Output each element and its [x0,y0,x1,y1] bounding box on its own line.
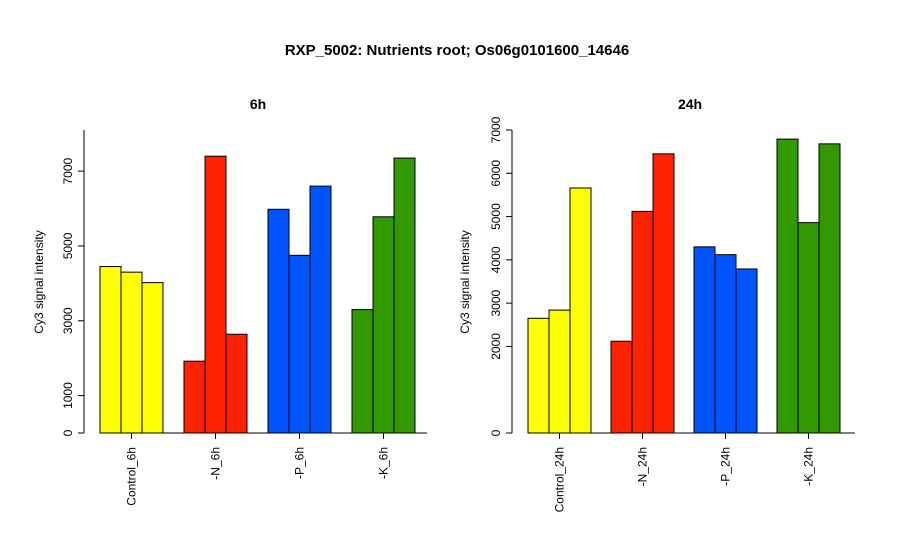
bar [372,216,395,434]
bars [527,138,841,434]
bar [631,210,654,434]
y-axis: 0 1000 3000 5000 7000 [61,130,85,436]
bar [204,155,227,434]
y-axis-label: Cy3 signal intensity [32,230,46,333]
bar [141,282,164,434]
bar [527,317,550,434]
bar [267,208,290,434]
x-tick-label: -K_6h [377,447,391,479]
bar [797,222,820,434]
y-tick-label: 7000 [489,116,503,143]
bar [714,254,737,434]
y-tick-label: 0 [61,429,75,436]
bar [818,143,841,434]
y-axis: 0 2000 3000 4000 5000 6000 7000 [489,116,513,436]
bar [652,153,675,434]
y-axis-label: Cy3 signal intensity [458,230,472,333]
bar [99,266,122,434]
bar [288,254,311,434]
y-tick-label: 2000 [489,333,503,360]
bar [693,246,716,434]
bar [569,187,592,434]
panel-title: 24h [678,96,702,112]
bar [120,271,143,434]
bar [548,309,571,434]
bar [776,138,799,434]
bar [351,309,374,434]
x-tick-label: -N_6h [209,447,223,480]
x-tick-label: Control_6h [125,447,139,506]
x-tick-label: -K_24h [802,447,816,486]
y-tick-label: 7000 [61,157,75,184]
x-axis: Control_24h -N_24h -P_24h -K_24h [528,432,855,512]
x-tick-label: -P_6h [293,447,307,479]
y-tick-label: 5000 [489,203,503,230]
panel-title: 6h [250,96,266,112]
bar [183,360,206,434]
chart-panel-24h: 24h Cy3 signal intensity 0 2000 3000 4000 50… [458,96,855,512]
y-tick-label: 6000 [489,160,503,187]
y-tick-label: 4000 [489,246,503,273]
y-tick-label: 3000 [61,307,75,334]
bars [99,155,416,434]
x-tick-label: -N_24h [636,447,650,486]
y-tick-label: 1000 [61,382,75,409]
bar [610,340,633,434]
y-tick-label: 0 [489,429,503,436]
x-tick-label: -P_24h [719,447,733,486]
bar [225,333,248,434]
y-tick-label: 3000 [489,289,503,316]
x-tick-label: Control_24h [553,447,567,512]
main-title: RXP_5002: Nutrients root; Os06g0101600_1… [285,42,629,59]
bar [393,157,416,434]
chart-panel-6h: 6h Cy3 signal intensity 0 1000 3000 5000 700… [32,96,427,506]
x-axis: Control_6h -N_6h -P_6h -K_6h [100,432,427,506]
y-tick-label: 5000 [61,232,75,259]
bar [309,185,332,434]
bar [735,268,758,434]
